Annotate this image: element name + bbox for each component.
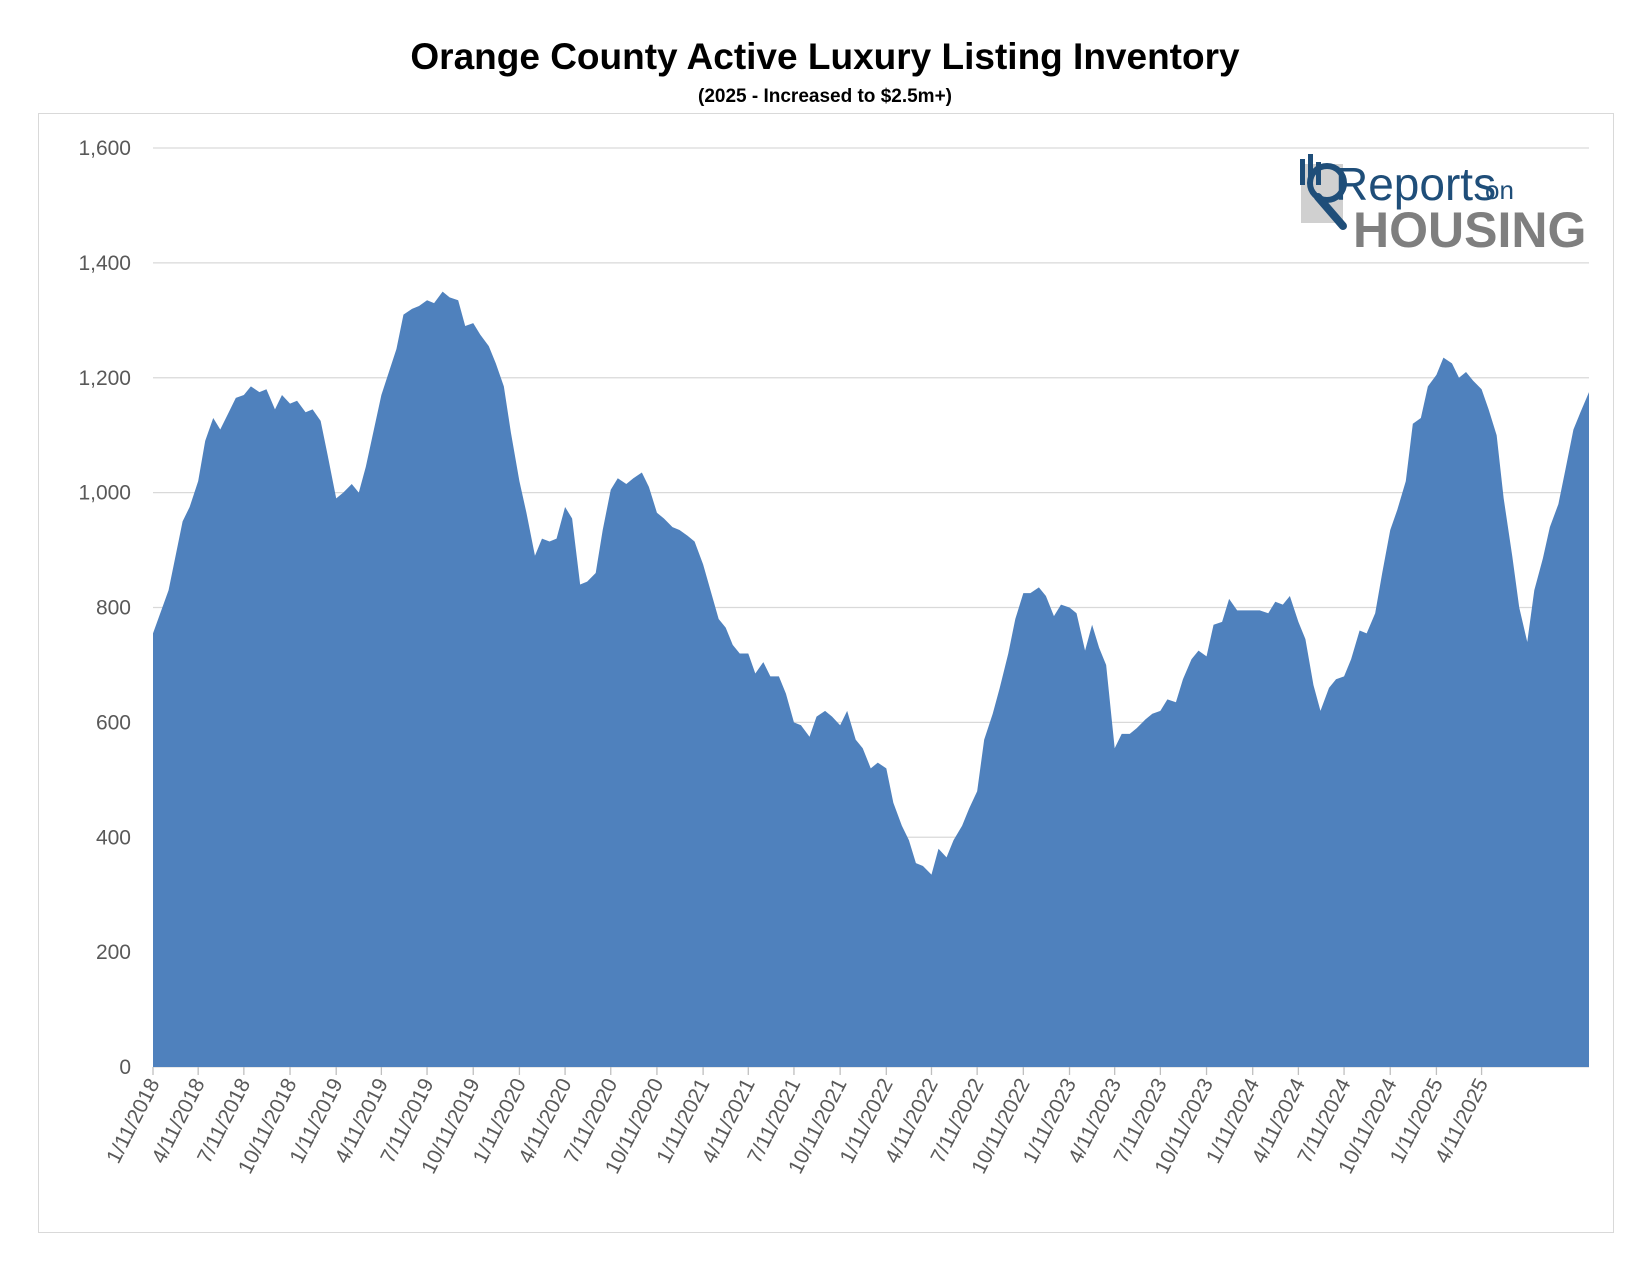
chart-subtitle: (2025 - Increased to $2.5m+): [698, 86, 952, 107]
chart-title: Orange County Active Luxury Listing Inve…: [410, 36, 1240, 77]
logo-reports-text: Reports: [1335, 158, 1496, 210]
y-tick-label: 800: [96, 597, 131, 620]
y-tick-label: 600: [96, 711, 131, 734]
inventory-area: [153, 291, 1589, 1068]
y-tick-label: 400: [96, 826, 131, 849]
y-axis-ticks: 0 200 400 600 800 1,000 1,200 1,400 1,600: [78, 137, 131, 1079]
y-tick-label: 0: [119, 1056, 131, 1079]
y-tick-label: 200: [96, 941, 131, 964]
reports-on-housing-logo: Reports on HOUSING: [1300, 154, 1586, 258]
area-series: [153, 291, 1589, 1068]
y-tick-label: 1,000: [78, 482, 131, 505]
x-axis-ticks: 1/11/20184/11/20187/11/201810/11/20181/1…: [102, 1067, 1493, 1178]
logo-housing-text: HOUSING: [1353, 202, 1586, 258]
logo-on-text: on: [1485, 175, 1514, 205]
y-tick-label: 1,200: [78, 367, 131, 390]
y-tick-label: 1,600: [78, 137, 131, 160]
magnifier-house-icon: [1300, 154, 1347, 230]
y-tick-label: 1,400: [78, 252, 131, 275]
plot-frame: [38, 113, 1614, 1233]
